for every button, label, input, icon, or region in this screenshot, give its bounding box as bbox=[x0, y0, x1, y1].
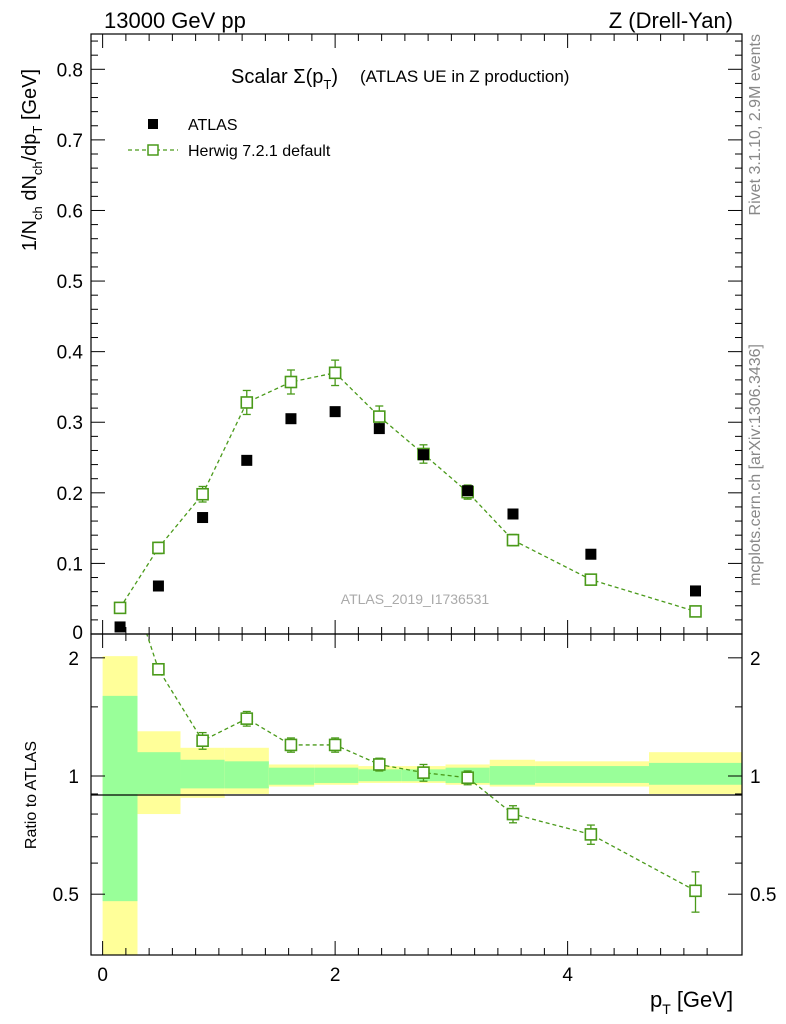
mc-point bbox=[240, 396, 254, 409]
chart-title-rest: (ATLAS UE in Z production) bbox=[360, 67, 569, 86]
data-point bbox=[329, 406, 341, 418]
band-inner bbox=[535, 766, 649, 783]
ratio-mc-point bbox=[417, 766, 430, 779]
mc-point bbox=[196, 487, 209, 501]
main-ytick-label: 0.2 bbox=[57, 484, 83, 505]
data-point bbox=[462, 485, 474, 497]
ratio-mc-point bbox=[284, 738, 298, 752]
band-inner bbox=[180, 759, 225, 789]
mcplots-label: mcplots.cern.ch [arXiv:1306.3436] bbox=[747, 344, 764, 586]
legend-mc-marker bbox=[147, 144, 159, 156]
ratio-mc-point bbox=[689, 884, 702, 898]
ratio-xtick-label: 0 bbox=[97, 965, 108, 986]
ratio-panel: 0.5 0.5 1 1 2 2 0 2 4 Ratio to ATLAS pT [GeV] bbox=[23, 547, 776, 1017]
header-right: Z (Drell-Yan) bbox=[609, 8, 733, 33]
ratio-mc-point bbox=[584, 828, 598, 841]
data-series bbox=[114, 406, 701, 633]
data-point bbox=[241, 454, 253, 466]
ratio-xtick-label: 4 bbox=[562, 965, 573, 986]
data-point bbox=[507, 508, 519, 520]
ratio-mc-point bbox=[461, 771, 474, 785]
mc-point bbox=[372, 410, 386, 423]
xlabel: pT [GeV] bbox=[650, 987, 733, 1017]
data-point bbox=[285, 413, 297, 425]
band-inner bbox=[224, 761, 269, 789]
ratio-mc-point bbox=[328, 738, 342, 752]
header-left: 13000 GeV pp bbox=[104, 8, 246, 33]
legend-mc-label: Herwig 7.2.1 default bbox=[188, 143, 331, 160]
legend: ATLAS Herwig 7.2.1 default bbox=[128, 117, 331, 160]
data-point bbox=[417, 449, 429, 461]
ratio-ticks: 0.5 0.5 1 1 2 2 0 2 4 bbox=[53, 634, 776, 986]
ratio-bands bbox=[102, 656, 742, 955]
mc-line bbox=[119, 372, 696, 613]
ratio-ytick-label: 1 bbox=[68, 767, 79, 788]
band-inner bbox=[489, 766, 536, 785]
ratio-mc-point bbox=[506, 807, 520, 821]
mc-point bbox=[328, 366, 342, 380]
main-ytick-label: 0.4 bbox=[57, 343, 84, 364]
band-inner bbox=[268, 767, 315, 785]
mc-point bbox=[584, 573, 598, 586]
band-inner bbox=[649, 762, 742, 785]
legend-data-marker bbox=[148, 119, 158, 129]
ratio-mc-point bbox=[115, 547, 126, 558]
ratio-ylabel: Ratio to ATLAS bbox=[23, 741, 40, 849]
ratio-mc-line bbox=[146, 634, 696, 892]
data-point bbox=[373, 423, 385, 435]
band-inner bbox=[137, 752, 181, 794]
analysis-watermark: ATLAS_2019_I1736531 bbox=[341, 591, 490, 607]
data-point bbox=[690, 585, 701, 597]
main-ytick-label: 0.8 bbox=[57, 60, 83, 81]
ratio-xtick-label: 2 bbox=[330, 965, 341, 986]
band-inner bbox=[358, 769, 402, 782]
mc-point bbox=[152, 541, 165, 555]
ratio-mc-series bbox=[115, 547, 702, 913]
ratio-mc-point bbox=[240, 712, 254, 725]
data-point bbox=[197, 512, 209, 524]
mc-point bbox=[689, 605, 702, 618]
data-point bbox=[585, 548, 597, 560]
main-ytick-label: 0.6 bbox=[57, 201, 83, 222]
data-point bbox=[114, 621, 126, 633]
data-point bbox=[152, 580, 164, 592]
ratio-frame bbox=[90, 633, 743, 956]
chart-title: Scalar Σ(pT) bbox=[231, 66, 338, 92]
main-ytick-label: 0.5 bbox=[57, 272, 83, 293]
ratio-ytick-label: 2 bbox=[68, 649, 79, 670]
main-ytick-label: 0.1 bbox=[57, 554, 83, 575]
mc-point bbox=[284, 375, 298, 389]
main-ticks: 0.1 0.2 0.3 0.4 0.5 0.6 0.7 0.8 0 bbox=[57, 34, 742, 644]
ratio-ytick-label-right: 0.5 bbox=[750, 885, 776, 906]
ratio-ytick-label-right: 1 bbox=[750, 767, 761, 788]
legend-data-label: ATLAS bbox=[188, 117, 238, 134]
ratio-ytick-label: 0.5 bbox=[53, 885, 79, 906]
rivet-label: Rivet 3.1.10, 2.9M events bbox=[747, 34, 764, 215]
mc-point bbox=[113, 601, 127, 615]
ratio-mc-point bbox=[372, 758, 386, 771]
main-ylabel: 1/Nch dNch/dpT [GeV] bbox=[19, 69, 45, 251]
band-inner bbox=[102, 695, 138, 902]
main-ytick-zero: 0 bbox=[72, 623, 83, 644]
band-inner bbox=[314, 767, 359, 783]
main-ytick-label: 0.3 bbox=[57, 413, 83, 434]
ratio-ytick-label-right: 2 bbox=[750, 649, 761, 670]
ratio-mc-point bbox=[152, 662, 165, 676]
main-panel: 0.1 0.2 0.3 0.4 0.5 0.6 0.7 0.8 0 Scalar Σ(pT) (… bbox=[19, 33, 743, 644]
mc-point bbox=[506, 533, 520, 547]
ratio-mc-clipped bbox=[115, 547, 702, 913]
main-ytick-label: 0.7 bbox=[57, 131, 83, 152]
ratio-mc-point bbox=[196, 734, 209, 748]
mc-series bbox=[113, 359, 702, 618]
